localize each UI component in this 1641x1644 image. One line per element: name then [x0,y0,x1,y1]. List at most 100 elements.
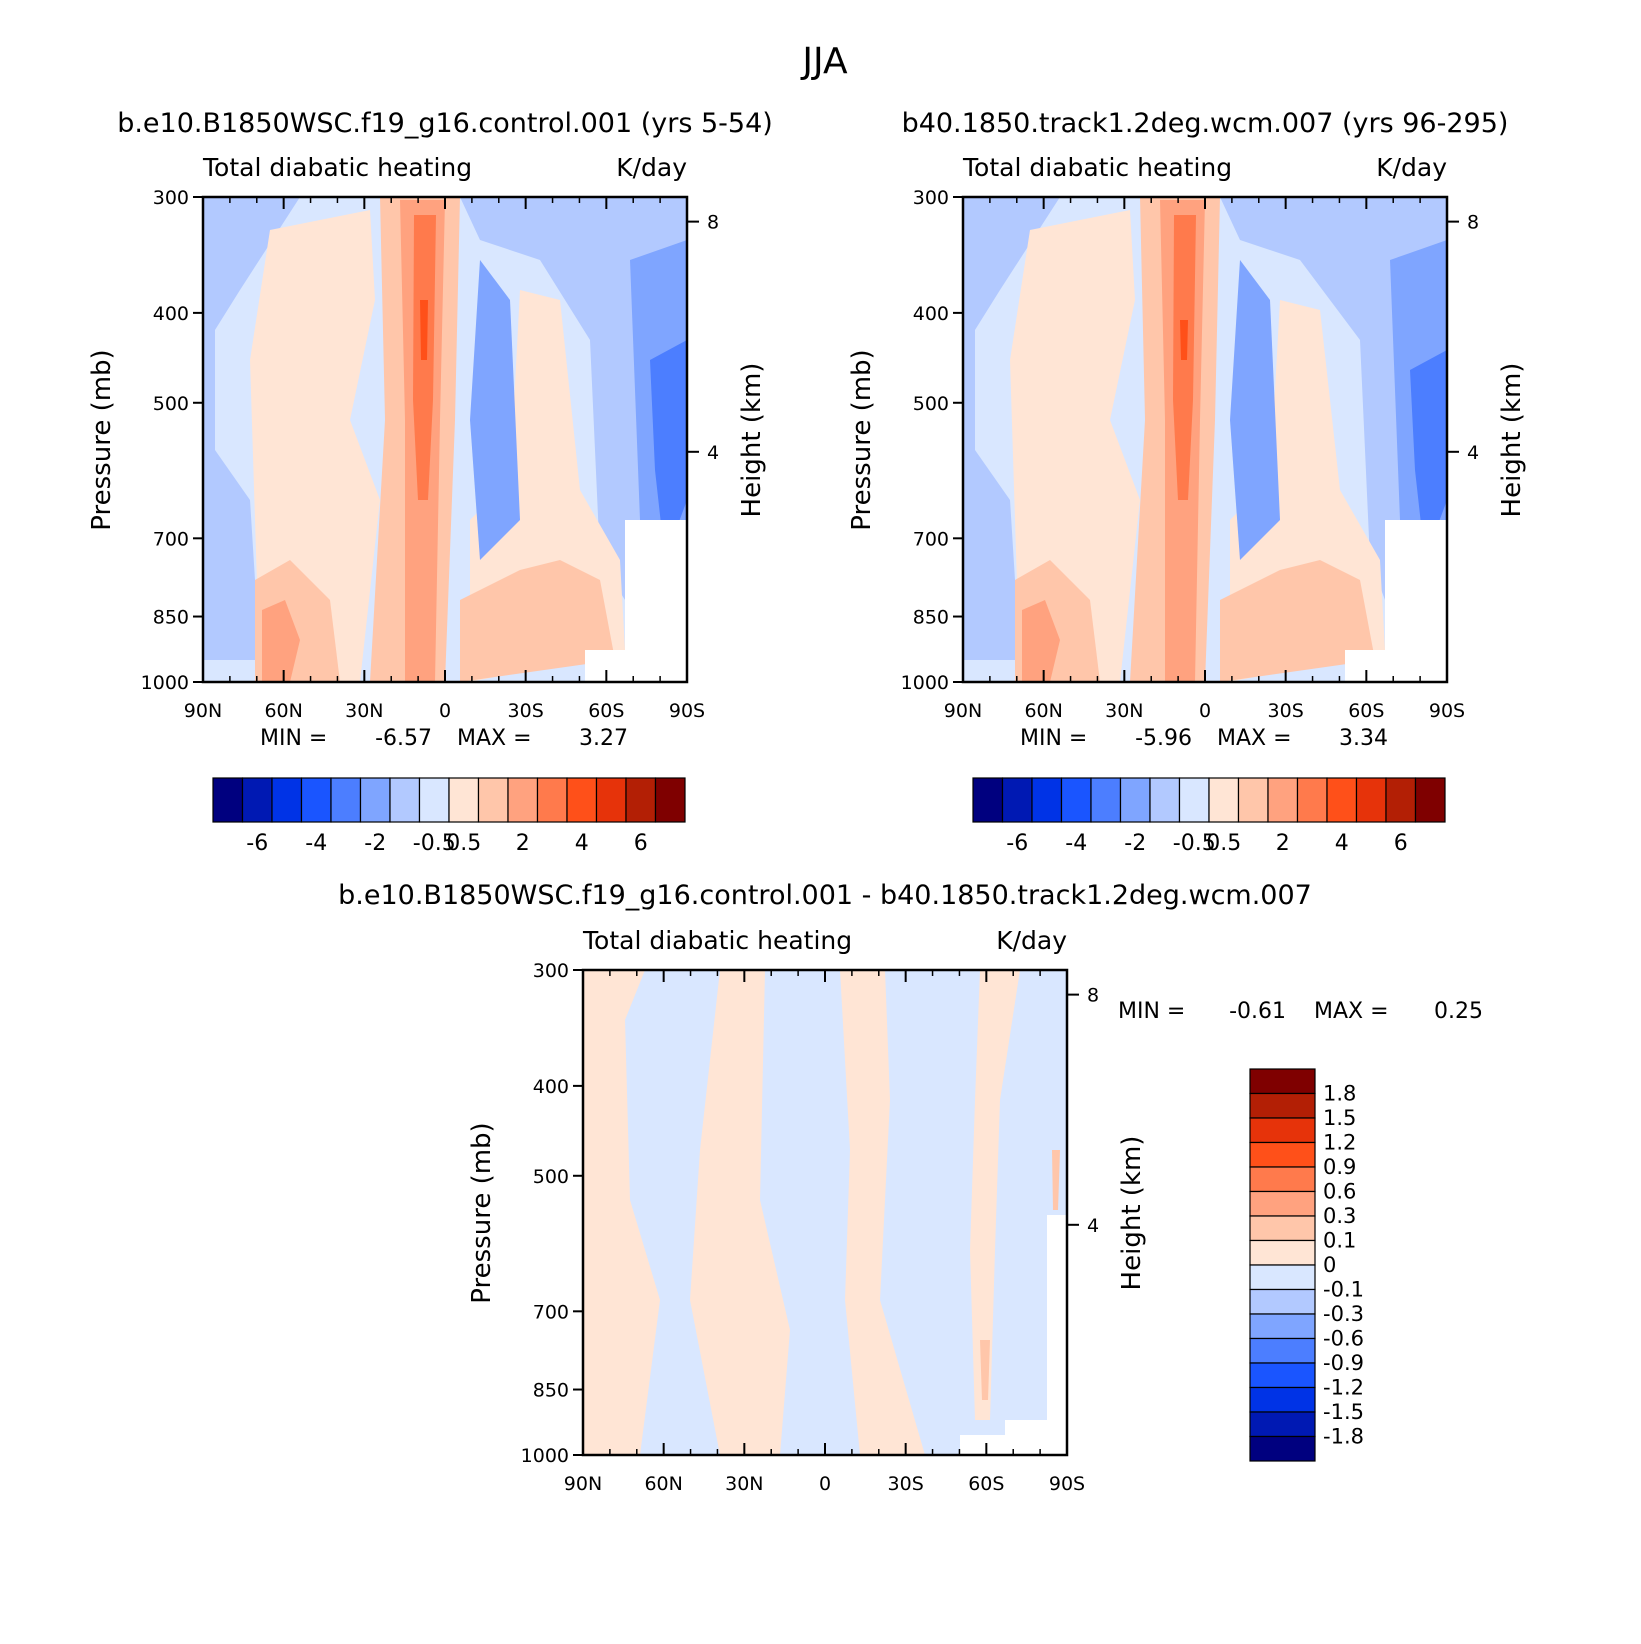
y-tick-label: 400 [533,1076,569,1098]
colorbar-swatch [595,777,627,823]
colorbar-swatch [507,777,539,823]
max-value: 0.25 [1434,999,1483,1024]
y-axis-label: Pressure (mb) [87,349,117,530]
colorbar-swatch [536,777,568,823]
y-axis-label: Pressure (mb) [467,1122,497,1303]
colorbar-swatch [1237,777,1269,823]
x-tick-label: 90N [944,700,982,722]
min-label: MIN = [1020,726,1087,751]
colorbar-label: 0 [1323,1253,1336,1277]
colorbar-swatch [1249,1190,1316,1217]
x-tick-label: 90S [1429,700,1465,722]
colorbar-label: 4 [1335,831,1349,856]
max-value: 3.34 [1339,726,1388,751]
colorbar-swatch [1001,777,1033,823]
colorbar-swatch [1249,1092,1316,1119]
colorbar-label: -4 [305,831,327,856]
max-label: MAX = [1217,726,1292,751]
contour-pos-north-low-core [262,600,300,682]
missing-orography [1385,520,1447,682]
contour-neg-left-band [963,197,1060,660]
colorbar-label: 1.2 [1323,1131,1356,1155]
panel-subtitle-right: K/day [616,153,687,182]
contour-pos-tropical-band [1010,210,1140,682]
contour-neg-high-south-core [650,340,687,560]
colorbar-swatch [566,777,598,823]
y-axis-right-label: Height (km) [1497,363,1527,518]
panel-difference: b.e10.B1850WSC.f19_g16.control.001 - b40… [338,880,1483,1495]
contour-pos-band-south [970,970,1020,1420]
colorbar-swatch [1208,777,1240,823]
colorbar-swatch [1119,777,1151,823]
colorbar-label: 0.6 [1323,1180,1356,1204]
colorbar-label: 0.3 [1323,1204,1356,1228]
colorbar-swatch [972,777,1004,823]
max-label: MAX = [457,726,532,751]
max-label: MAX = [1314,999,1389,1024]
colorbar-swatch [1414,777,1446,823]
colorbar-swatch [330,777,362,823]
contour-pos-equator-max [1180,320,1188,360]
colorbar-label: 2 [1276,831,1290,856]
heatmap-field [203,197,687,682]
colorbar-swatch [1178,777,1210,823]
panel-title: b.e10.B1850WSC.f19_g16.control.001 - b40… [338,880,1312,911]
min-label: MIN = [260,726,327,751]
colorbar-swatch [1149,777,1181,823]
colorbar-swatch [1249,1435,1316,1462]
colorbar: -6 -4 -2 -0.50.5 2 4 6 [212,777,686,856]
min-value: -0.61 [1229,999,1286,1024]
x-tick-label: 0 [439,700,451,722]
colorbar-swatch [1267,777,1299,823]
axes: 90N 60N 30N 0 30S 60S 90S 300 400 500 700 850 1000 8 4 [901,187,1479,722]
heatmap-field [963,197,1447,682]
y-tick-label: 700 [913,528,949,550]
y-tick-label: 850 [913,607,949,629]
colorbar-swatch [1249,1337,1316,1364]
page-title: JJA [800,41,848,82]
y-right-tick-label: 4 [1087,1215,1099,1237]
panel-subtitle-left: Total diabatic heating [582,926,852,955]
colorbar-swatch [1355,777,1387,823]
colorbar-swatch [300,777,332,823]
colorbar-swatch [359,777,391,823]
colorbar-label: -0.3 [1323,1302,1364,1326]
x-tick-label: 60N [644,1473,682,1495]
y-tick-label: 1000 [521,1445,569,1467]
x-tick-label: 30S [1268,700,1304,722]
colorbar-swatch [1249,1313,1316,1340]
colorbar-swatch [1326,777,1358,823]
y-right-tick-label: 8 [1467,212,1479,234]
colorbar-label: 4 [575,831,589,856]
max-value: 3.27 [579,726,628,751]
colorbar-label: 6 [1394,831,1408,856]
colorbar-label: -1.8 [1323,1425,1364,1449]
colorbar-label: -0.1 [1323,1278,1364,1302]
contour-pos-spot [980,1340,990,1400]
x-tick-label: 0 [1199,700,1211,722]
colorbar-swatch [448,777,480,823]
contour-neg-midlat-south [470,260,520,560]
y-tick-label: 300 [913,187,949,209]
colorbar-swatch [1060,777,1092,823]
colorbar-swatch [1249,1215,1316,1242]
missing-orography [625,520,687,682]
colorbar-label: 0.9 [1323,1155,1356,1179]
x-tick-label: 60S [588,700,624,722]
y-axis-right-label: Height (km) [737,363,767,518]
colorbar-label: -0.5 [413,831,456,856]
y-tick-label: 400 [913,303,949,325]
y-axis-right-label: Height (km) [1117,1136,1147,1291]
y-tick-label: 850 [153,607,189,629]
contour-neg-midlat-south [1230,260,1280,560]
y-tick-label: 300 [153,187,189,209]
contour-neg-high-south-core [1410,350,1447,560]
contour-pos-band-equator [840,970,925,1455]
colorbar-label: -1.2 [1323,1376,1364,1400]
min-value: -5.96 [1135,726,1192,751]
colorbar-swatch [625,777,657,823]
panel-subtitle-left: Total diabatic heating [202,153,472,182]
colorbar-swatch [1249,1166,1316,1193]
x-tick-label: 60S [1348,700,1384,722]
contour-pos-spot [1052,1150,1060,1210]
